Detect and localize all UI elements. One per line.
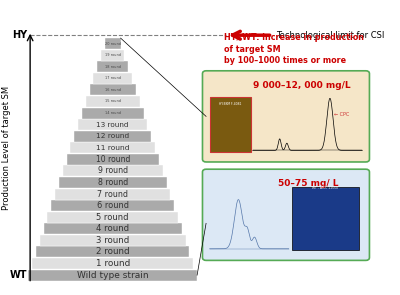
Bar [101, 50, 124, 61]
Bar [63, 165, 163, 176]
Bar [36, 247, 190, 258]
Text: WT: WT [10, 270, 28, 280]
Bar [292, 186, 359, 250]
Bar [48, 212, 178, 223]
Bar [78, 119, 147, 130]
Bar [105, 38, 121, 49]
Text: HY: HY [12, 30, 28, 40]
Bar [55, 189, 170, 200]
Bar [28, 270, 197, 281]
Bar [97, 61, 128, 72]
Bar [59, 177, 166, 188]
Bar [82, 108, 144, 119]
Bar [40, 235, 186, 246]
Bar [210, 97, 251, 152]
Text: 17 round: 17 round [105, 76, 121, 80]
Text: HY/ WT: increase in production
of target SM
by 100–1000 times or more: HY/ WT: increase in production of target… [224, 33, 364, 65]
Text: 1 round: 1 round [96, 259, 130, 268]
Text: 8 round: 8 round [98, 178, 128, 187]
Text: 3 round: 3 round [96, 236, 129, 245]
Text: 13 round: 13 round [96, 122, 129, 128]
Text: 4 round: 4 round [96, 224, 129, 233]
Text: 16 round: 16 round [105, 88, 121, 92]
Text: Technological limit for CSI: Technological limit for CSI [276, 31, 384, 40]
Text: 15 round: 15 round [105, 99, 121, 104]
Text: 18 round: 18 round [105, 65, 121, 69]
Bar [93, 73, 132, 84]
Text: 9 000–12, 000 mg/L: 9 000–12, 000 mg/L [253, 81, 350, 90]
Bar [74, 131, 151, 142]
Text: 10 round: 10 round [96, 155, 130, 164]
Text: 9 round: 9 round [98, 166, 128, 176]
Text: Wild type strain: Wild type strain [77, 271, 148, 280]
Bar [90, 84, 136, 95]
Text: 19 round: 19 round [105, 53, 121, 57]
Text: 12 round: 12 round [96, 133, 129, 139]
Bar [70, 142, 155, 153]
Bar [51, 200, 174, 211]
Text: 2 round: 2 round [96, 248, 130, 256]
Text: 11 round: 11 round [96, 145, 130, 151]
Text: Production Level of target SM: Production Level of target SM [2, 86, 11, 209]
Text: WT - ATCC 11550: WT - ATCC 11550 [312, 186, 338, 190]
Text: 6 round: 6 round [97, 201, 129, 210]
Text: 20 round: 20 round [105, 42, 121, 46]
Text: HY-BKM F-4081: HY-BKM F-4081 [219, 102, 241, 106]
Bar [86, 96, 140, 107]
Bar [32, 258, 193, 269]
Bar [66, 154, 159, 165]
Text: ← CPC: ← CPC [334, 112, 349, 117]
Bar [44, 223, 182, 234]
FancyBboxPatch shape [202, 169, 370, 260]
Text: 14 round: 14 round [105, 111, 121, 115]
FancyBboxPatch shape [202, 71, 370, 162]
Text: 50–75 mg/ L: 50–75 mg/ L [278, 179, 338, 188]
Text: 5 round: 5 round [96, 213, 129, 222]
Text: 7 round: 7 round [97, 190, 128, 199]
